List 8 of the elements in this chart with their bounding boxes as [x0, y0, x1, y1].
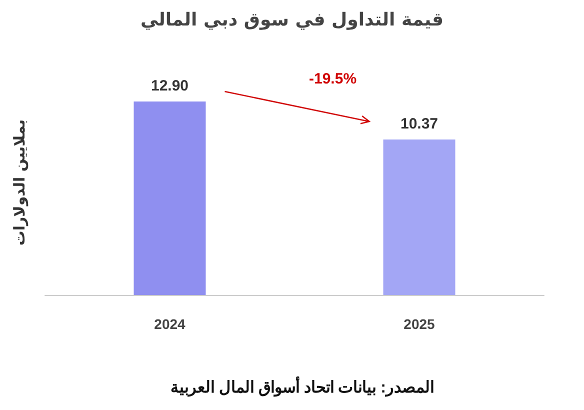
text: المصدر: بيانات اتحاد أسواق المال العربية	[170, 376, 434, 398]
x-tick-label: 2025	[404, 316, 436, 332]
y-axis-title: بملايين الدولارات	[10, 119, 28, 246]
x-tick-label: 2024	[154, 316, 186, 332]
text: -19.5%	[309, 70, 357, 88]
chart-title: قيمة التداول في سوق دبي المالي	[140, 10, 444, 30]
data-label: 12.90	[150, 78, 189, 94]
data-label: 10.37	[400, 115, 438, 132]
